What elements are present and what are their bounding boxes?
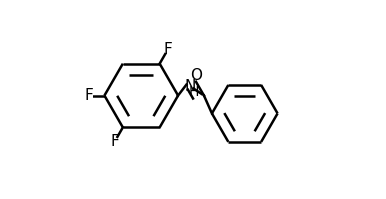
Text: F: F xyxy=(84,88,93,103)
Text: O: O xyxy=(190,68,202,83)
Text: H: H xyxy=(188,85,199,99)
Text: F: F xyxy=(163,42,172,57)
Text: N: N xyxy=(185,79,196,94)
Text: F: F xyxy=(110,134,119,149)
